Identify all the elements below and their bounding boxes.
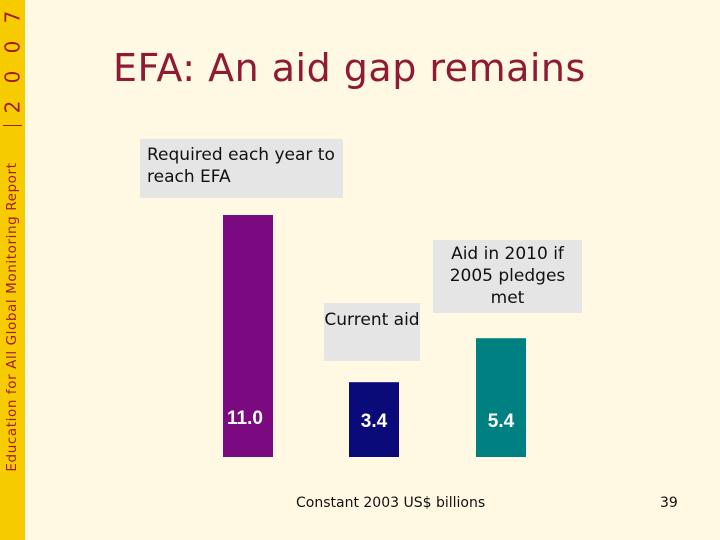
bar-current xyxy=(349,382,399,457)
page-number: 39 xyxy=(660,495,678,511)
bar-value-label: 11.0 xyxy=(227,408,263,429)
category-label-required: Required each year to reach EFA xyxy=(140,139,343,198)
bar-value-label: 3.4 xyxy=(361,411,388,432)
unit-caption: Constant 2003 US$ billions xyxy=(296,495,486,511)
category-label-pledges: Aid in 2010 if 2005 pledges met xyxy=(433,240,582,313)
category-label-current: Current aid xyxy=(324,303,420,361)
bar-required xyxy=(223,215,273,457)
sidebar-band: 7 0 0 2 Education for All Global Monitor… xyxy=(0,0,25,540)
bar-value-label: 5.4 xyxy=(488,411,515,432)
slide-title: EFA: An aid gap remains xyxy=(113,46,586,90)
bar-pledges xyxy=(476,338,526,457)
sidebar-divider xyxy=(3,125,22,126)
